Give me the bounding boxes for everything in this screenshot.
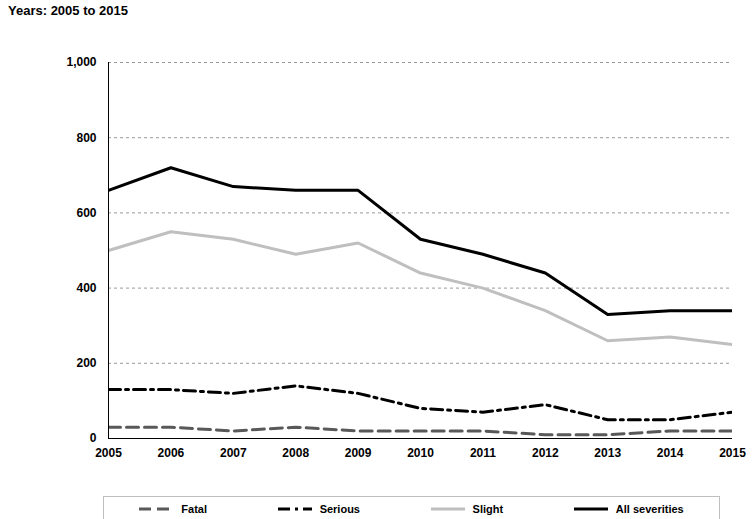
svg-text:2007: 2007 [220, 446, 247, 460]
svg-text:2012: 2012 [532, 446, 559, 460]
html-text:All severities: All severities [615, 503, 684, 515]
svg-text:2014: 2014 [657, 446, 684, 460]
svg-text:2011: 2011 [470, 446, 496, 460]
svg-text:2009: 2009 [345, 446, 372, 460]
svg-text:600: 600 [76, 206, 96, 220]
svg-text:2013: 2013 [594, 446, 621, 460]
svg-text:2010: 2010 [407, 446, 434, 460]
html-text:Fatal: Fatal [181, 503, 207, 515]
svg-text:2008: 2008 [282, 446, 309, 460]
svg-text:2015: 2015 [719, 446, 746, 460]
svg-text:800: 800 [76, 131, 96, 145]
svg-text:2006: 2006 [158, 446, 185, 460]
html-text:Years: 2005 to 2015: Years: 2005 to 2015 [8, 3, 128, 18]
svg-text:400: 400 [76, 281, 96, 295]
svg-text:2005: 2005 [95, 446, 122, 460]
svg-text:1,000: 1,000 [66, 55, 96, 69]
html-text:Serious: Serious [319, 503, 360, 515]
svg-text:200: 200 [76, 356, 96, 370]
html-text:Slight: Slight [472, 503, 504, 515]
svg-text:0: 0 [90, 431, 97, 445]
